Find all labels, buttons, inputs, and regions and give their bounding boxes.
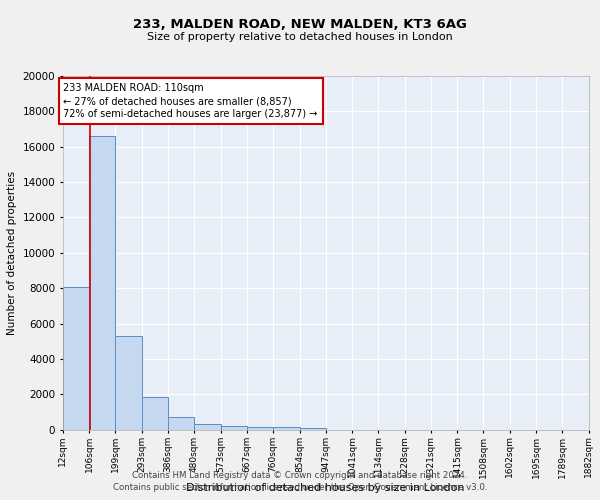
Bar	[299, 428, 326, 430]
Bar	[273, 427, 299, 430]
Text: 233 MALDEN ROAD: 110sqm
← 27% of detached houses are smaller (8,857)
72% of semi: 233 MALDEN ROAD: 110sqm ← 27% of detache…	[64, 83, 318, 120]
Text: 233, MALDEN ROAD, NEW MALDEN, KT3 6AG: 233, MALDEN ROAD, NEW MALDEN, KT3 6AG	[133, 18, 467, 30]
Bar	[221, 426, 247, 430]
Y-axis label: Number of detached properties: Number of detached properties	[7, 171, 17, 335]
Bar	[247, 426, 273, 430]
Bar	[142, 397, 168, 430]
Text: Size of property relative to detached houses in London: Size of property relative to detached ho…	[147, 32, 453, 42]
Bar	[89, 136, 115, 430]
Bar	[194, 424, 221, 430]
Bar	[115, 336, 142, 430]
Bar	[168, 418, 194, 430]
X-axis label: Distribution of detached houses by size in London: Distribution of detached houses by size …	[187, 483, 465, 493]
Bar	[63, 286, 89, 430]
Text: Contains HM Land Registry data © Crown copyright and database right 2024.
Contai: Contains HM Land Registry data © Crown c…	[113, 471, 487, 492]
